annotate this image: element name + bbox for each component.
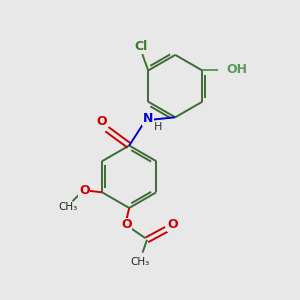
Text: O: O <box>168 218 178 231</box>
Text: O: O <box>96 115 107 128</box>
Text: CH₃: CH₃ <box>130 257 149 267</box>
Text: N: N <box>143 112 153 125</box>
Text: H: H <box>154 122 162 132</box>
Text: O: O <box>121 218 131 231</box>
Text: Cl: Cl <box>134 40 147 52</box>
Text: OH: OH <box>226 63 247 76</box>
Text: O: O <box>79 184 90 197</box>
Text: CH₃: CH₃ <box>58 202 78 212</box>
